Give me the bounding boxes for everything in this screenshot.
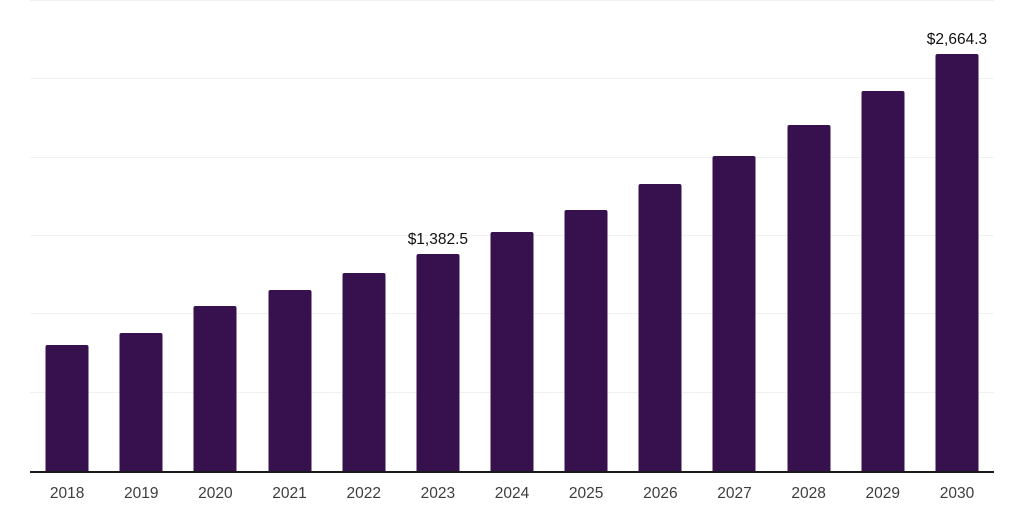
plot-area: $1,382.5 $2,664.3 [30, 0, 994, 473]
x-tick-2025: 2025 [568, 485, 604, 502]
bar-2018 [45, 344, 89, 471]
gridline-2000 [30, 156, 994, 158]
x-tick-2029: 2029 [865, 485, 901, 502]
bar-slot-2018 [30, 1, 104, 471]
bar-2030 [935, 53, 979, 471]
data-label-2030: $2,664.3 [926, 30, 988, 48]
x-tick-2022: 2022 [346, 485, 381, 502]
bar-2019 [119, 332, 163, 471]
bar-2025 [564, 210, 608, 471]
bar-2027 [712, 156, 756, 471]
bar-2021 [268, 290, 312, 471]
bar-2020 [193, 306, 237, 471]
bar-slot-2024 [475, 1, 549, 471]
x-tick-2018: 2018 [49, 485, 85, 502]
bar-slot-2023: $1,382.5 [401, 1, 475, 471]
x-tick-2026: 2026 [643, 485, 678, 502]
x-axis-labels: 2018 2019 2020 2021 2022 2023 2024 2025 2026 2027… [30, 484, 994, 503]
bar-slot-2025 [549, 1, 623, 471]
bar-2029 [861, 91, 905, 471]
bar-2024 [490, 231, 534, 471]
bar-slot-2027 [697, 1, 771, 471]
x-tick-2024: 2024 [494, 485, 530, 502]
bar-slot-2020 [178, 1, 252, 471]
x-tick-2020: 2020 [198, 485, 233, 502]
gridline-3000 [30, 0, 994, 1]
gridline-2500 [30, 78, 994, 80]
data-label-2023: $1,382.5 [407, 231, 469, 249]
bar-2028 [787, 125, 831, 471]
x-tick-2019: 2019 [123, 485, 159, 502]
bar-slot-2030: $2,664.3 [920, 1, 994, 471]
bar-slot-2021 [252, 1, 326, 471]
x-tick-2030: 2030 [939, 485, 975, 502]
bar-2022 [342, 272, 386, 471]
bar-2023 [416, 254, 460, 471]
x-axis-line [30, 471, 994, 473]
bar-slot-2022 [327, 1, 401, 471]
bar-2026 [638, 184, 682, 471]
x-tick-2027: 2027 [717, 485, 752, 502]
bars-container: $1,382.5 $2,664.3 [30, 1, 994, 471]
x-tick-2021: 2021 [272, 485, 307, 502]
bar-slot-2026 [623, 1, 697, 471]
x-tick-2023: 2023 [420, 485, 456, 502]
bar-slot-2028 [772, 1, 846, 471]
bar-slot-2019 [104, 1, 178, 471]
x-tick-2028: 2028 [791, 485, 826, 502]
bar-slot-2029 [846, 1, 920, 471]
